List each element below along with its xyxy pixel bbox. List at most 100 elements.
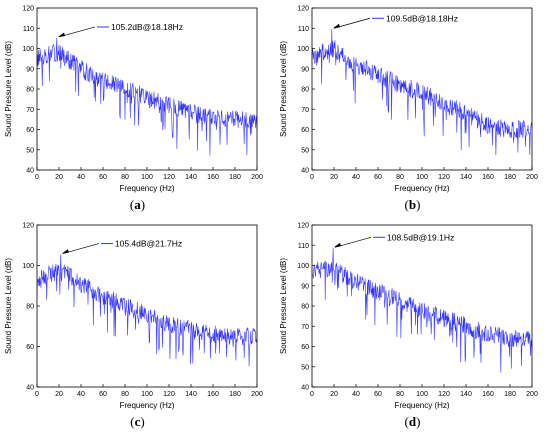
chart-panel-a: 0 20 40 60 80 100 120 140 160 180 200 40 50 60 70 80 90 1… [0,0,275,217]
chart-svg-c: 0 20 40 60 80 100 120 140 160 180 200 40 60 80 100 120 F… [4,223,263,411]
chart-panel-c: 0 20 40 60 80 100 120 140 160 180 200 40 60 80 100 120 F… [0,217,275,434]
y-tick-label-d: 110 [298,243,309,250]
spectrum-line-b [311,29,533,156]
chart-svg-b: 0 20 40 60 80 100 120 140 160 180 200 40 50 60 70 80 90 1… [279,6,538,194]
y-tick-label-b: 90 [301,66,309,73]
y-axis-label-b: Sound Pressure Level (dB) [279,41,288,137]
y-axis-label-d: Sound Pressure Level (dB) [279,258,288,354]
caption-d: (d) [404,414,421,429]
x-tick-label-b: 80 [396,174,404,181]
chart-panel-d: 0 20 40 60 80 100 120 140 160 180 200 40 50 60 70 80 90 1… [275,217,550,434]
annotation-arrow-d [334,236,372,248]
x-tick-label-c: 100 [141,391,153,398]
spectrum-line-c [36,254,258,367]
x-tick-label-b: 180 [504,174,516,181]
x-tick-label-d: 0 [310,391,314,398]
y-tick-label-d: 80 [301,304,309,311]
y-axis-label-a: Sound Pressure Level (dB) [4,41,13,137]
x-axis-label-d: Frequency (Hz) [394,401,449,410]
x-tick-label-a: 0 [35,174,39,181]
annotation-arrowhead-b [332,23,340,29]
x-axis-label-b: Frequency (Hz) [394,184,449,193]
x-tick-label-c: 20 [55,391,63,398]
x-tick-label-c: 40 [77,391,85,398]
x-tick-label-d: 80 [396,391,404,398]
y-tick-label-b: 80 [301,87,309,94]
annotation-text-a: 105.2dB@18.18Hz [111,22,183,32]
x-tick-label-d: 40 [352,391,360,398]
x-tick-label-d: 120 [438,391,450,398]
caption-a: (a) [129,197,146,212]
x-tick-label-d: 200 [526,391,538,398]
x-tick-label-b: 140 [460,174,472,181]
y-tick-label-c: 80 [26,304,34,311]
y-tick-label-c: 120 [22,223,34,230]
y-tick-label-d: 40 [301,385,309,392]
x-tick-label-d: 100 [416,391,428,398]
y-tick-label-a: 60 [26,127,34,134]
x-tick-label-a: 80 [121,174,129,181]
x-tick-label-b: 0 [310,174,314,181]
x-tick-label-d: 140 [460,391,472,398]
x-tick-label-a: 40 [77,174,85,181]
x-tick-label-b: 200 [526,174,538,181]
y-tick-label-c: 100 [22,263,34,270]
annotation-arrowhead-a [57,32,65,37]
y-tick-label-a: 120 [22,6,34,13]
x-tick-label-c: 80 [121,391,129,398]
x-tick-label-d: 20 [330,391,338,398]
annotation-arrowhead-c [61,249,69,254]
y-tick-label-a: 80 [26,87,34,94]
x-tick-label-d: 160 [482,391,494,398]
y-tick-label-b: 100 [297,46,309,53]
x-tick-label-d: 60 [374,391,382,398]
y-tick-label-a: 40 [26,168,34,175]
x-tick-label-b: 40 [352,174,360,181]
annotation-arrow-b [333,17,371,29]
chart-svg-d: 0 20 40 60 80 100 120 140 160 180 200 40 50 60 70 80 90 1… [279,223,538,411]
x-axis-label-c: Frequency (Hz) [119,401,174,410]
x-tick-label-c: 120 [163,391,175,398]
x-tick-label-a: 180 [229,174,241,181]
y-axis-label-c: Sound Pressure Level (dB) [4,258,13,354]
plot-frame-a [36,7,258,171]
y-tick-label-b: 120 [297,6,309,13]
annotation-arrow-a [58,26,96,38]
caption-c: (c) [130,414,145,429]
chart-svg-a: 0 20 40 60 80 100 120 140 160 180 200 40 50 60 70 80 90 1… [4,6,263,194]
y-tick-label-c: 60 [26,344,34,351]
y-tick-label-d: 90 [301,283,309,290]
y-tick-label-c: 40 [26,385,34,392]
y-tick-label-d: 60 [301,344,309,351]
x-tick-label-b: 20 [330,174,338,181]
y-tick-label-d: 50 [301,364,309,371]
plot-frame-b [311,7,533,171]
x-tick-label-a: 200 [251,174,263,181]
y-tick-label-b: 60 [301,127,309,134]
y-tick-label-d: 100 [297,263,309,270]
x-tick-label-b: 60 [374,174,382,181]
y-tick-label-d: 70 [301,324,309,331]
y-tick-label-b: 50 [301,147,309,154]
x-tick-label-a: 160 [207,174,219,181]
x-tick-label-b: 100 [416,174,428,181]
plot-frame-c [36,224,258,388]
annotation-text-b: 109.5dB@18.18Hz [386,13,458,23]
y-tick-label-a: 110 [23,26,34,33]
annotation-text-c: 105.4dB@21.7Hz [115,239,182,249]
x-tick-label-a: 100 [141,174,153,181]
y-tick-label-a: 50 [26,147,34,154]
y-tick-label-b: 70 [301,107,309,114]
y-tick-label-a: 100 [22,46,34,53]
x-tick-label-c: 0 [35,391,39,398]
annotation-text-d: 108.5dB@19.1Hz [387,232,454,242]
x-tick-label-c: 140 [185,391,197,398]
y-tick-label-b: 40 [301,168,309,175]
x-tick-label-b: 160 [482,174,494,181]
y-tick-label-b: 110 [298,26,309,33]
y-tick-label-a: 70 [26,107,34,114]
x-tick-label-a: 60 [99,174,107,181]
spectrum-line-a [36,37,258,156]
annotation-arrowhead-d [334,242,342,248]
x-tick-label-a: 140 [185,174,197,181]
